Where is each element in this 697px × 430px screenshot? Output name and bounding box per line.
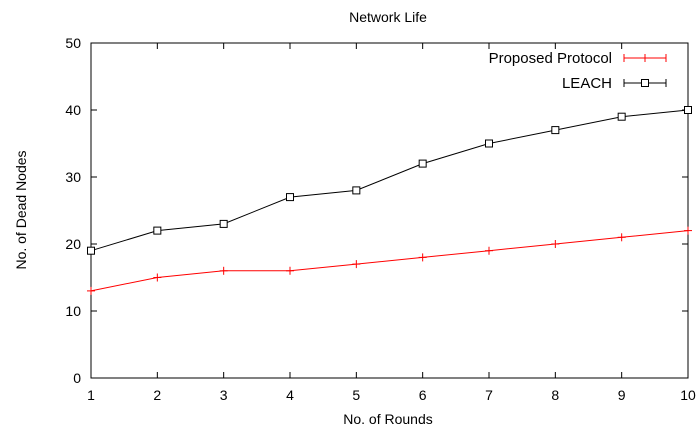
x-tick-label: 9 (618, 387, 626, 403)
x-axis: 1 2 3 4 5 6 7 8 9 10 (87, 43, 696, 403)
y-tick-label: 0 (73, 370, 81, 386)
data-point (551, 240, 560, 248)
x-tick-label: 4 (286, 387, 294, 403)
data-point (219, 266, 228, 275)
series-line (90, 109, 689, 252)
series-leach (87, 106, 692, 255)
x-tick-label: 8 (551, 387, 559, 403)
legend-label: LEACH (562, 75, 612, 92)
data-point (551, 126, 560, 135)
data-point (286, 193, 294, 202)
data-point (418, 253, 427, 262)
x-tick-label: 5 (352, 387, 360, 403)
x-axis-label: No. of Rounds (343, 411, 433, 427)
series-proposed-protocol (87, 226, 692, 295)
x-tick-label: 2 (153, 387, 161, 403)
data-point (617, 233, 626, 242)
y-tick-label: 50 (65, 35, 81, 51)
y-tick-label: 40 (65, 102, 81, 118)
y-tick-label: 30 (65, 169, 81, 185)
legend-marker (641, 79, 649, 87)
data-point (87, 286, 95, 295)
x-tick-label: 7 (485, 387, 493, 403)
legend: Proposed Protocol LEACH (489, 50, 667, 92)
data-point (684, 106, 692, 114)
data-point (485, 246, 493, 255)
data-point (684, 226, 692, 235)
plot-frame (90, 42, 689, 379)
chart-title: Network Life (349, 9, 427, 25)
data-point (617, 112, 626, 121)
data-point (485, 139, 493, 148)
data-point (153, 273, 162, 282)
legend-label: Proposed Protocol (489, 50, 612, 67)
y-tick-label: 10 (65, 303, 81, 319)
legend-marker (641, 54, 649, 62)
x-tick-label: 3 (220, 387, 228, 403)
series-line (90, 230, 689, 292)
y-tick-label: 20 (65, 236, 81, 252)
y-axis: 0 10 20 30 40 50 (65, 35, 688, 386)
x-tick-label: 6 (419, 387, 427, 403)
data-point (286, 266, 294, 275)
x-tick-label: 10 (680, 387, 696, 403)
y-axis-label: No. of Dead Nodes (13, 150, 29, 269)
data-point (219, 219, 228, 228)
data-point (352, 260, 361, 269)
data-point (153, 226, 162, 235)
data-point (418, 159, 427, 168)
data-point (87, 246, 95, 255)
x-tick-label: 1 (87, 387, 95, 403)
series-layer (87, 106, 692, 295)
data-point (352, 186, 361, 195)
